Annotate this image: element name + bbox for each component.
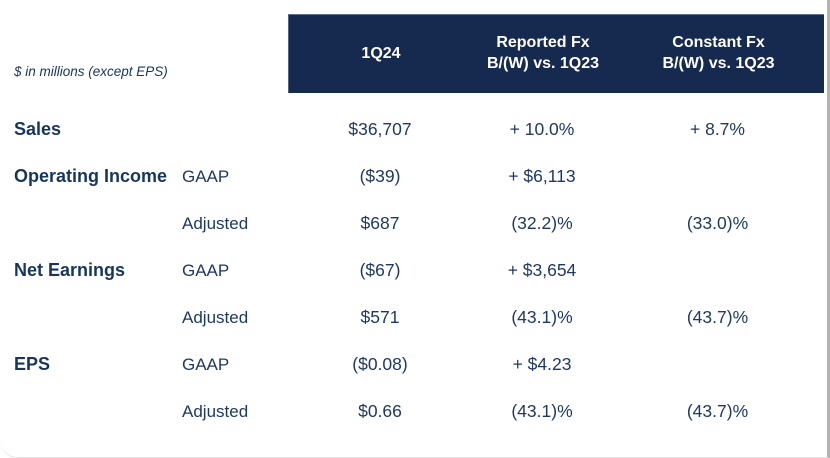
- table-header: 1Q24 Reported Fx B/(W) vs. 1Q23 Constant…: [288, 14, 824, 93]
- table-row-sales: Sales $36,707 + 10.0% + 8.7%: [0, 106, 823, 153]
- value-constant-fx: (33.0)%: [686, 213, 749, 233]
- value-reported-fx: + $3,654: [507, 260, 577, 280]
- value-reported-fx: + $4.23: [512, 354, 572, 374]
- value-1q24: $36,707: [348, 119, 412, 139]
- units-note: $ in millions (except EPS): [14, 64, 168, 79]
- value-constant-fx: (43.7)%: [686, 401, 749, 421]
- header-reported-fx-line1: Reported Fx: [496, 34, 590, 52]
- header-constant-fx-line2: B/(W) vs. 1Q23: [662, 55, 775, 72]
- header-constant-fx-line1: Constant Fx: [672, 34, 765, 52]
- value-1q24: ($0.08): [352, 354, 408, 374]
- header-reported-fx: Reported Fx B/(W) vs. 1Q23: [473, 15, 613, 93]
- header-1q24-label: 1Q24: [361, 44, 401, 62]
- basis-label: Adjusted: [182, 401, 249, 421]
- header-1q24: 1Q24: [289, 15, 473, 93]
- basis-label: Adjusted: [182, 213, 249, 233]
- table-row-operating-income-gaap: Operating Income GAAP ($39) + $6,113: [0, 153, 823, 200]
- table-body: Sales $36,707 + 10.0% + 8.7% Operating I…: [0, 92, 823, 435]
- table-row-eps-gaap: EPS GAAP ($0.08) + $4.23: [0, 341, 823, 388]
- table-row-net-earnings-adjusted: Adjusted $571 (43.1)% (43.7)%: [0, 294, 823, 341]
- value-constant-fx: + 8.7%: [690, 119, 745, 139]
- value-1q24: $0.66: [358, 401, 402, 421]
- value-reported-fx: + 10.0%: [509, 119, 575, 139]
- table-row-net-earnings-gaap: Net Earnings GAAP ($67) + $3,654: [0, 247, 823, 294]
- header-reported-fx-line2: B/(W) vs. 1Q23: [486, 55, 600, 72]
- metric-label: Operating Income: [14, 166, 168, 186]
- value-constant-fx: (43.7)%: [686, 307, 749, 327]
- value-reported-fx: (32.2)%: [511, 213, 573, 233]
- value-1q24: $687: [360, 213, 400, 233]
- metric-label: Sales: [14, 119, 62, 139]
- metric-label: Net Earnings: [14, 260, 126, 280]
- basis-label: GAAP: [182, 166, 230, 186]
- header-constant-fx: Constant Fx B/(W) vs. 1Q23: [613, 15, 824, 93]
- basis-label: Adjusted: [182, 307, 249, 327]
- metric-label: EPS: [14, 354, 51, 374]
- basis-label: GAAP: [182, 354, 230, 374]
- value-reported-fx: (43.1)%: [511, 307, 573, 327]
- table-row-operating-income-adjusted: Adjusted $687 (32.2)% (33.0)%: [0, 200, 823, 247]
- value-1q24: ($39): [359, 166, 401, 186]
- value-1q24: $571: [360, 307, 400, 327]
- table-row-eps-adjusted: Adjusted $0.66 (43.1)% (43.7)%: [0, 388, 823, 435]
- value-1q24: ($67): [359, 260, 401, 280]
- basis-label: GAAP: [182, 260, 230, 280]
- value-reported-fx: (43.1)%: [511, 401, 573, 421]
- value-reported-fx: + $6,113: [508, 166, 576, 186]
